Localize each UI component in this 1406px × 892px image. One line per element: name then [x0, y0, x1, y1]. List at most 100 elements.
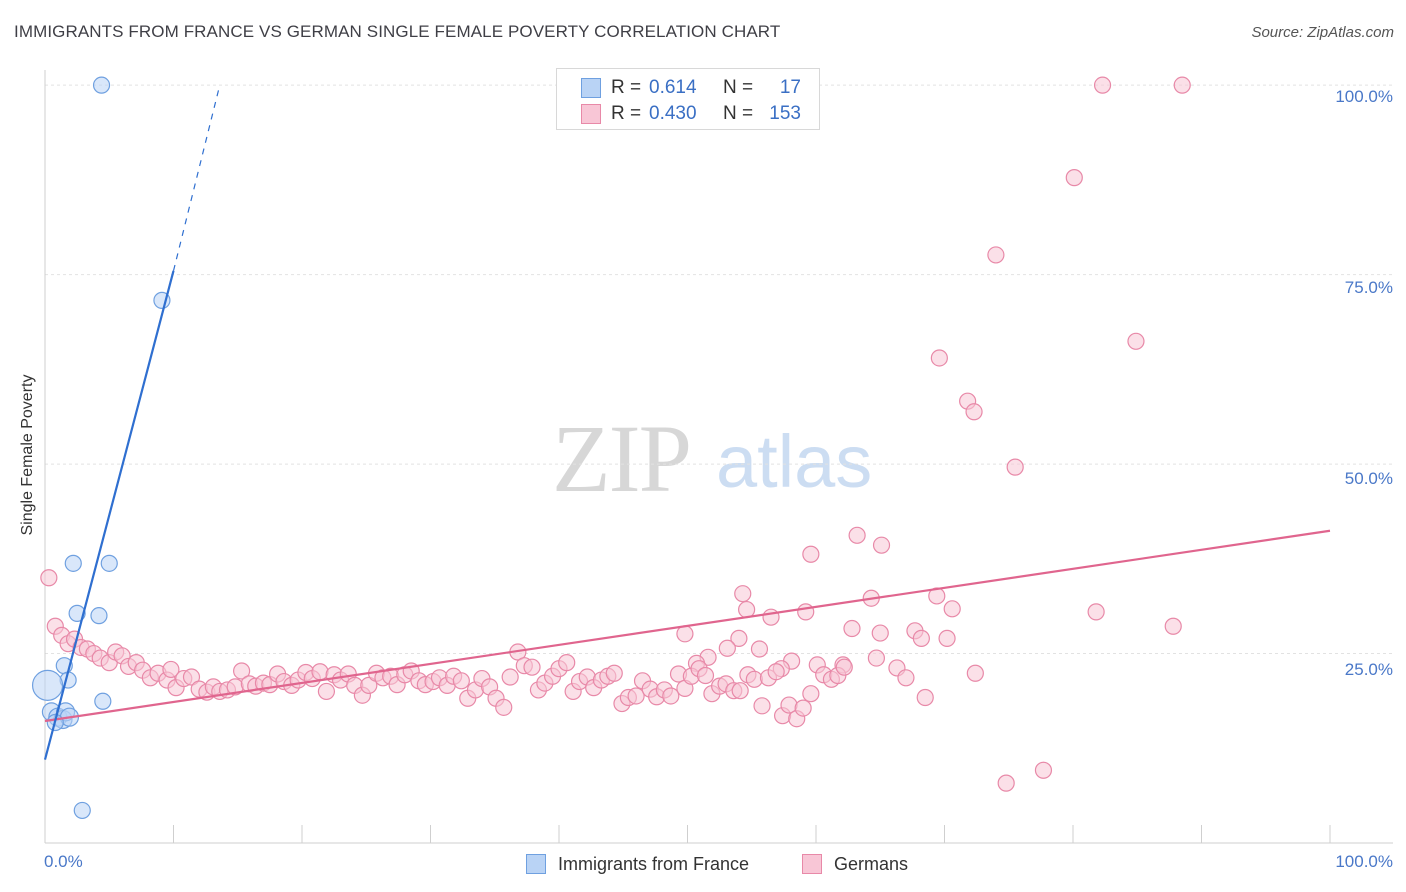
y-axis-title: Single Female Poverty	[19, 374, 36, 536]
germans-point-144	[802, 685, 820, 703]
germans-point-20	[676, 625, 694, 643]
germans-point-156	[867, 649, 885, 667]
france-r-label: R =	[611, 77, 642, 98]
legend-germans-swatch	[802, 854, 822, 874]
germans-point-100	[495, 698, 513, 716]
germans-point-137	[753, 697, 771, 715]
y-tick-label-75: 75.0%	[1344, 278, 1393, 297]
germans-point-81	[360, 676, 378, 694]
germans-point-22	[843, 619, 861, 638]
france-point-5	[90, 607, 108, 625]
germans-point-19	[1087, 603, 1105, 621]
germans-r-label: R =	[611, 103, 642, 124]
germans-point-134	[731, 682, 749, 700]
y-tick-label-50: 50.0%	[1344, 469, 1393, 488]
x-tick-label-max: 100.0%	[1335, 852, 1393, 871]
germans-point-13	[738, 600, 756, 619]
france-swatch	[581, 78, 601, 98]
germans-point-23	[871, 624, 889, 642]
germans-point-53	[162, 660, 180, 679]
germans-n-label: N =	[723, 103, 754, 124]
y-tick-label-25: 25.0%	[1344, 660, 1393, 679]
y-tick-label-100: 100.0%	[1335, 87, 1393, 106]
germans-point-101	[501, 668, 519, 686]
germans-point-12	[734, 585, 752, 603]
germans-point-75	[317, 682, 336, 701]
france-trendline-extension	[172, 85, 221, 271]
stats-legend-row-france: R = 0.614 N = 17	[581, 76, 801, 100]
germans-point-74	[311, 663, 329, 681]
germans-series	[40, 76, 1191, 792]
stats-legend-row-germans: R = 0.430 N = 153	[581, 102, 801, 126]
france-point-4	[68, 604, 86, 622]
france-point-3	[100, 554, 118, 572]
france-point-9	[31, 669, 64, 701]
germans-point-10	[872, 536, 891, 554]
x-tick-label-min: 0.0%	[44, 852, 83, 871]
france-point-16	[73, 801, 91, 820]
france-series	[31, 76, 171, 820]
germans-point-155	[916, 688, 934, 707]
germans-point-9	[848, 526, 866, 544]
watermark-zip: ZIP	[552, 405, 690, 512]
legend-france-label: Immigrants from France	[558, 853, 750, 874]
legend-france-swatch	[526, 854, 546, 874]
chart-title: IMMIGRANTS FROM FRANCE VS GERMAN SINGLE …	[14, 22, 781, 41]
germans-point-153	[1034, 761, 1053, 779]
germans-point-149	[835, 658, 853, 676]
germans-point-11	[802, 545, 820, 563]
germans-point-14	[762, 608, 780, 626]
france-point-8	[94, 692, 112, 710]
germans-point-154	[897, 669, 915, 687]
germans-point-5	[930, 349, 948, 367]
germans-point-3	[987, 246, 1005, 264]
legend-item-germans[interactable]: Germans	[802, 851, 908, 877]
germans-trendline	[44, 529, 1331, 723]
legend-item-france[interactable]: Immigrants from France	[526, 851, 749, 877]
germans-point-35	[40, 569, 58, 587]
germans-point-56	[182, 668, 201, 686]
france-r-value: 0.614	[649, 77, 697, 98]
germans-point-21	[730, 629, 748, 647]
germans-point-151	[1164, 617, 1182, 635]
germans-point-116	[605, 664, 623, 682]
germans-point-7	[965, 403, 983, 421]
germans-point-139	[767, 663, 785, 681]
germans-point-150	[966, 664, 984, 682]
germans-point-15	[797, 603, 815, 621]
germans-point-119	[627, 687, 645, 705]
germans-point-8	[1006, 458, 1024, 476]
germans-point-129	[696, 666, 715, 685]
france-point-2	[64, 554, 82, 572]
germans-point-143	[794, 699, 812, 717]
germans-point-25	[912, 629, 930, 647]
watermark-atlas: atlas	[716, 420, 872, 503]
france-n-label: N =	[723, 77, 754, 98]
germans-point-2	[1065, 169, 1083, 187]
legend-germans-label: Germans	[834, 853, 909, 874]
germans-n-value: 153	[769, 103, 801, 124]
germans-point-94	[452, 672, 470, 690]
stats-legend: R = 0.614 N = 17 R = 0.430 N = 153	[556, 68, 820, 130]
germans-r-value: 0.430	[649, 103, 697, 124]
germans-point-1	[1173, 76, 1191, 94]
france-point-0	[92, 76, 111, 94]
germans-point-26	[938, 629, 956, 647]
germans-swatch	[581, 104, 601, 124]
germans-point-28	[750, 640, 769, 658]
france-n-value: 17	[779, 77, 801, 98]
watermark: ZIP atlas	[552, 405, 872, 512]
germans-point-109	[558, 654, 576, 672]
germans-point-136	[745, 670, 763, 688]
germans-point-152	[997, 774, 1015, 792]
chart-source: Source: ZipAtlas.com	[1251, 24, 1394, 41]
gridlines	[45, 84, 1393, 655]
germans-point-27	[718, 639, 736, 657]
germans-point-63	[233, 662, 251, 680]
germans-point-104	[523, 658, 541, 676]
germans-point-18	[943, 600, 961, 618]
france-trendline	[43, 270, 175, 760]
germans-point-4	[1127, 332, 1145, 350]
germans-point-0	[1093, 76, 1112, 94]
